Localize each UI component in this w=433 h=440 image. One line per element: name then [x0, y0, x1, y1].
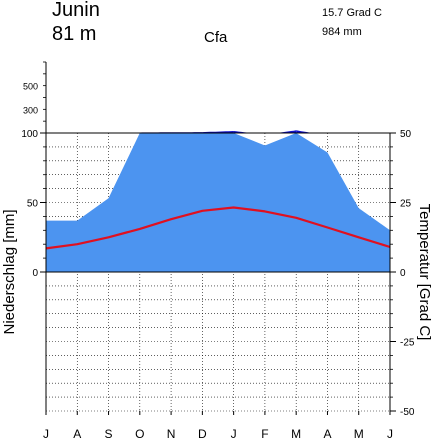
precipitation-excess — [296, 130, 328, 133]
month-label: S — [105, 427, 113, 440]
axes — [40, 61, 396, 415]
mean-temperature: 15.7 Grad C — [322, 7, 382, 19]
climate-class: Cfa — [204, 29, 228, 46]
tick-labels: 0 50 100 300 500 -50 -25 0 25 50 J A S O N D J F M A M J — [21, 82, 415, 440]
right-axis-label: Temperatur [Grad C] — [416, 204, 433, 341]
month-label: A — [323, 427, 331, 440]
month-label: M — [354, 427, 364, 440]
station-elevation: 81 m — [52, 23, 96, 45]
month-label: N — [167, 427, 176, 440]
station-name: Junin — [52, 0, 100, 21]
left-tick-label: 500 — [23, 82, 38, 92]
month-label: D — [198, 427, 207, 440]
precipitation-fill — [46, 133, 390, 272]
right-tick-label: 0 — [400, 268, 406, 279]
right-tick-label: -50 — [400, 407, 415, 418]
left-axis-label: Niederschlag [mm] — [1, 209, 18, 334]
month-label: J — [231, 427, 237, 440]
left-tick-label: 300 — [23, 105, 38, 115]
month-label: O — [135, 427, 144, 440]
left-tick-label: 0 — [32, 268, 38, 279]
annual-precipitation: 984 mm — [322, 26, 362, 38]
precipitation-excess — [264, 130, 297, 133]
left-tick-label: 100 — [21, 129, 38, 140]
right-tick-label: 25 — [400, 199, 412, 210]
month-label: A — [73, 427, 81, 440]
temperature-line — [45, 206, 391, 250]
precipitation-area — [46, 130, 390, 272]
right-tick-label: -25 — [400, 338, 415, 349]
temperature-curve — [45, 206, 391, 250]
right-tick-label: 50 — [400, 129, 412, 140]
month-label: J — [43, 427, 49, 440]
month-label: F — [261, 427, 268, 440]
left-tick-label: 50 — [27, 199, 39, 210]
month-label: J — [387, 427, 393, 440]
month-label: M — [291, 427, 301, 440]
